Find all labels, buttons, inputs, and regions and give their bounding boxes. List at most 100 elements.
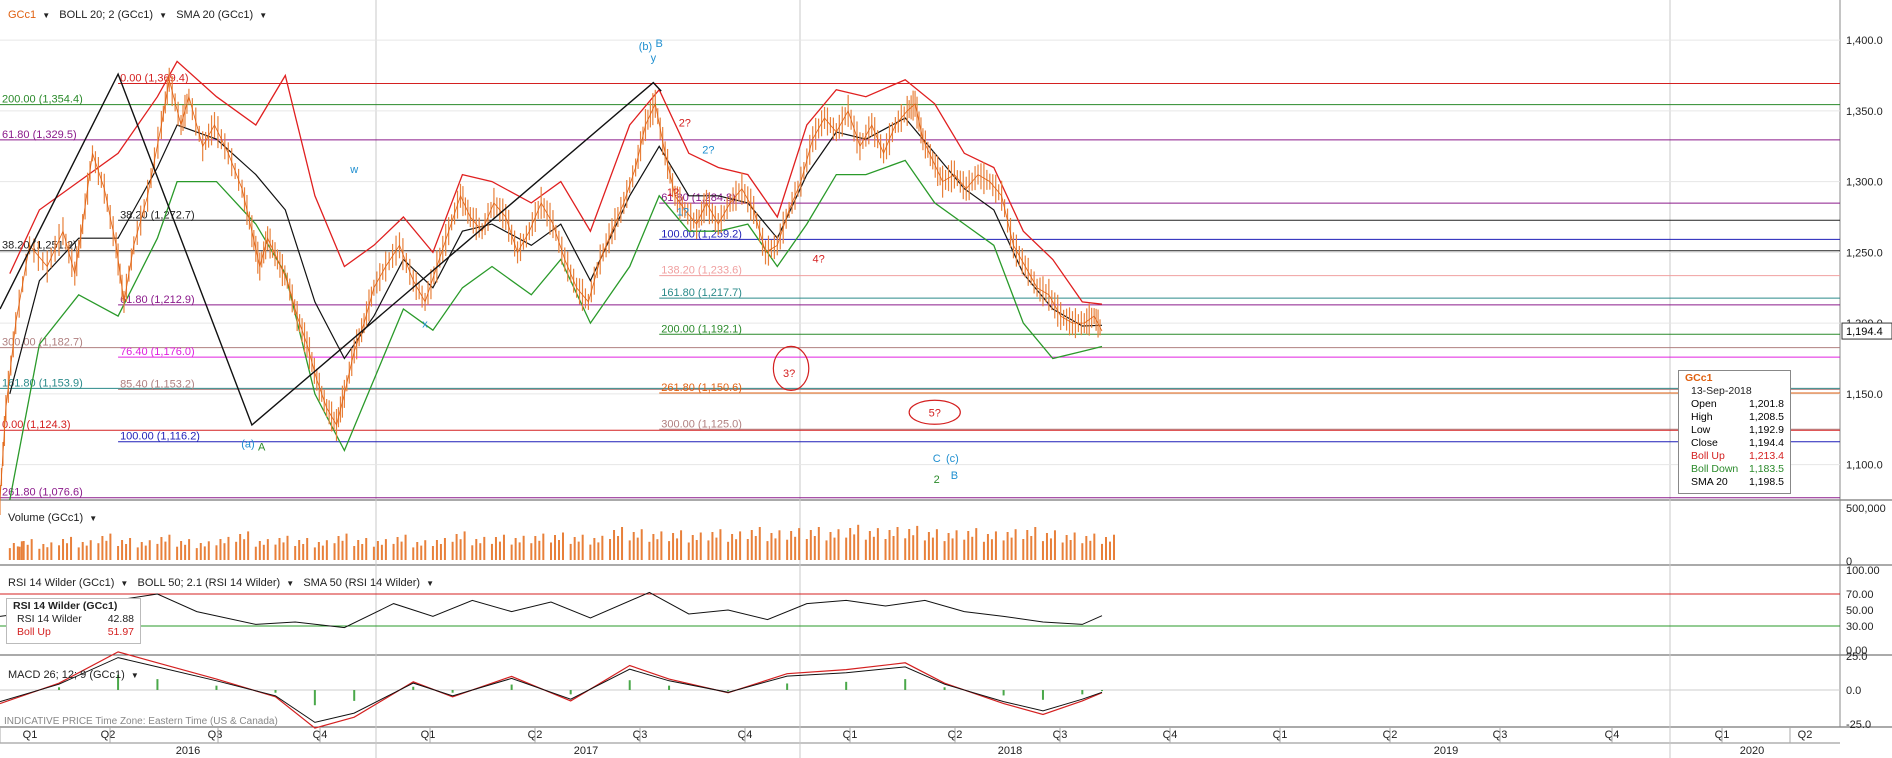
rsi-boll-dropdown-icon[interactable]: ▼ [286, 579, 295, 588]
rsi-tick-label: 0.00 [1846, 645, 1867, 657]
data-window-row: SMA 20 1,198.5 [1679, 476, 1790, 489]
volume-tick-label: 500,000 [1846, 503, 1886, 515]
rsi-legend-title: RSI 14 Wilder (GCc1) [13, 600, 118, 612]
rsi-legend-label: RSI 14 Wilder [17, 613, 82, 625]
rsi-sma-label[interactable]: SMA 50 (RSI 14 Wilder) [303, 577, 421, 589]
data-window-date: 13-Sep-2018 [1691, 385, 1752, 397]
rsi-legend-value: 42.88 [107, 613, 134, 625]
wave-label: 1? [667, 187, 679, 199]
wave-label: 4? [813, 253, 825, 265]
fib-level-label: 161.80 (1,153.9) [2, 377, 83, 389]
year-tick-label: 2018 [998, 745, 1022, 757]
wave-label: (a) [241, 439, 254, 451]
wave-label: C [933, 453, 941, 465]
elliott-wave-line [0, 72, 662, 427]
rsi-legend-row: Boll Up 51.97 [7, 626, 140, 639]
price-tick-label: 1,350.0 [1846, 106, 1883, 118]
fib-level-label: 100.00 (1,259.2) [661, 228, 742, 240]
quarter-tick-label: Q1 [421, 729, 436, 741]
fib-level-label: 100.00 (1,116.2) [120, 431, 200, 443]
sma-dropdown-icon[interactable]: ▼ [259, 11, 268, 20]
price-tick-label: 1,100.0 [1846, 460, 1883, 472]
rsi-legend-row: RSI 14 Wilder 42.88 [7, 613, 140, 626]
data-window-row: Close 1,194.4 [1679, 437, 1790, 450]
rsi-legend-value: 51.97 [107, 626, 134, 638]
year-tick-label: 2017 [574, 745, 598, 757]
fib-level-label: 76.40 (1,176.0) [120, 346, 195, 358]
quarter-tick-label: Q2 [101, 729, 116, 741]
fib-level-label: 200.00 (1,192.1) [661, 323, 742, 335]
volume-dropdown-icon[interactable]: ▼ [89, 514, 98, 523]
wave-label: w [349, 164, 358, 176]
macd-panel-header[interactable]: MACD 26; 12; 9 (GCc1) ▼ [8, 669, 139, 681]
rsi-tick-label: 100.00 [1846, 565, 1880, 577]
macd-tick-label: 0.0 [1846, 685, 1861, 697]
data-window-value: 1,192.9 [1748, 424, 1784, 436]
quarter-tick-label: Q1 [23, 729, 38, 741]
rsi-tick-label: 50.00 [1846, 605, 1874, 617]
year-tick-label: 2019 [1434, 745, 1458, 757]
volume-label[interactable]: Volume (GCc1) [8, 512, 84, 524]
macd-dropdown-icon[interactable]: ▼ [130, 671, 139, 680]
macd-tick-label: -25.0 [1846, 719, 1871, 731]
wave-label: 1? [677, 207, 689, 219]
bollinger-lower-line [9, 159, 1103, 501]
wave-label: (c) [946, 453, 959, 465]
rsi-panel-header[interactable]: RSI 14 Wilder (GCc1) ▼ BOLL 50; 2.1 (RSI… [8, 577, 434, 589]
rsi-sma-dropdown-icon[interactable]: ▼ [426, 579, 435, 588]
macd-label[interactable]: MACD 26; 12; 9 (GCc1) [8, 669, 125, 681]
price-tick-label: 1,400.0 [1846, 35, 1883, 47]
wave-label: y [651, 52, 657, 64]
data-window-value: 1,198.5 [1748, 476, 1784, 488]
year-tick-label: 2016 [176, 745, 200, 757]
data-window-label: Low [1691, 424, 1711, 436]
quarter-tick-label: Q2 [1798, 729, 1813, 741]
wave-label: 2? [679, 117, 691, 129]
rsi-legend-label: Boll Up [17, 626, 51, 638]
fib-level-label: 0.00 (1,124.3) [2, 419, 71, 431]
price-line [0, 79, 1103, 501]
fib-level-label: 38.20 (1,272.7) [120, 209, 195, 221]
bollinger-label[interactable]: BOLL 20; 2 (GCc1) [59, 9, 154, 21]
wave-label: 5? [929, 408, 941, 420]
fib-level-label: 61.80 (1,212.9) [120, 294, 195, 306]
fib-level-label: 61.80 (1,329.5) [2, 129, 77, 141]
wave-label: x [422, 318, 428, 330]
fib-level-label: 261.80 (1,150.6) [661, 382, 742, 394]
data-window-label: High [1691, 411, 1713, 423]
wave-label: B [656, 38, 663, 50]
macd-tick-label: 25.0 [1846, 651, 1867, 663]
rsi-dropdown-icon[interactable]: ▼ [120, 579, 129, 588]
sma-label[interactable]: SMA 20 (GCc1) [176, 9, 254, 21]
rsi-tick-label: 70.00 [1846, 589, 1874, 601]
bollinger-dropdown-icon[interactable]: ▼ [159, 11, 168, 20]
rsi-legend-box: RSI 14 Wilder (GCc1) RSI 14 Wilder 42.88… [6, 598, 141, 644]
price-panel-header[interactable]: GCc1 ▼ BOLL 20; 2 (GCc1) ▼ SMA 20 (GCc1)… [8, 9, 267, 21]
data-window-row: Low 1,192.9 [1679, 424, 1790, 437]
rsi-label[interactable]: RSI 14 Wilder (GCc1) [8, 577, 115, 589]
rsi-line [0, 591, 1103, 629]
indicative-price-note: INDICATIVE PRICE Time Zone: Eastern Time… [4, 716, 278, 727]
price-tick-label: 1,250.0 [1846, 247, 1883, 259]
fib-level-label: 138.20 (1,233.6) [661, 265, 742, 277]
data-window: GCc1 13-Sep-2018 Open 1,201.8 High 1,208.5 L… [1678, 370, 1791, 494]
fib-level-label: 261.80 (1,076.6) [2, 487, 83, 499]
data-window-label: Open [1691, 398, 1717, 410]
data-window-rows: Open 1,201.8 High 1,208.5 Low 1,192.9 Close 1,1… [1679, 398, 1790, 489]
data-window-label: Close [1691, 437, 1718, 449]
data-window-symbol: GCc1 [1685, 372, 1713, 384]
fib-level-label: 161.80 (1,217.7) [661, 287, 742, 299]
wave-target-circle [908, 399, 961, 425]
price-tick-label: 1,300.0 [1846, 177, 1883, 189]
data-window-row: Boll Up 1,213.4 [1679, 450, 1790, 463]
volume-panel-header[interactable]: Volume (GCc1) ▼ [8, 512, 97, 524]
current-price-tag-label: 1,194.4 [1846, 326, 1883, 338]
symbol-dropdown-icon[interactable]: ▼ [42, 11, 51, 20]
symbol-label[interactable]: GCc1 [8, 9, 37, 21]
fib-level-label: 200.00 (1,354.4) [2, 94, 83, 106]
fib-level-label: 85.40 (1,153.2) [120, 378, 195, 390]
data-window-label: Boll Up [1691, 450, 1725, 462]
wave-label: 3? [783, 368, 795, 380]
rsi-boll-label[interactable]: BOLL 50; 2.1 (RSI 14 Wilder) [137, 577, 281, 589]
